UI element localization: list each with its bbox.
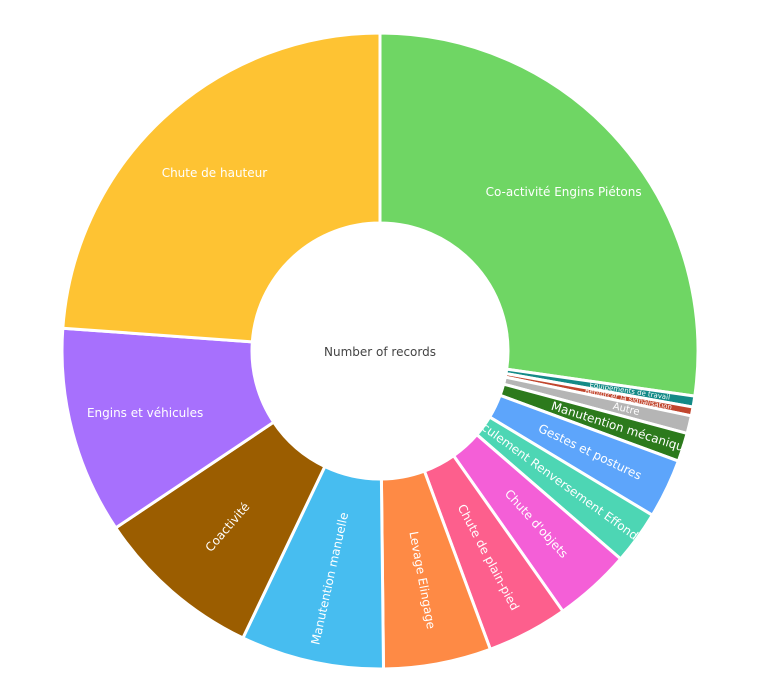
slice-engins-et-vehicules[interactable]	[60, 326, 276, 530]
slice-label-chute-de-hauteur: Chute de hauteur	[162, 166, 268, 180]
slice-label-engins-et-vehicules: Engins et véhicules	[87, 406, 203, 420]
slice-chute-de-hauteur[interactable]	[61, 31, 382, 344]
slice-label-co-activite-engins-pietons: Co-activité Engins Piétons	[486, 185, 642, 199]
slice-co-activite-engins-pietons[interactable]	[378, 31, 700, 398]
center-label: Number of records	[324, 345, 436, 359]
